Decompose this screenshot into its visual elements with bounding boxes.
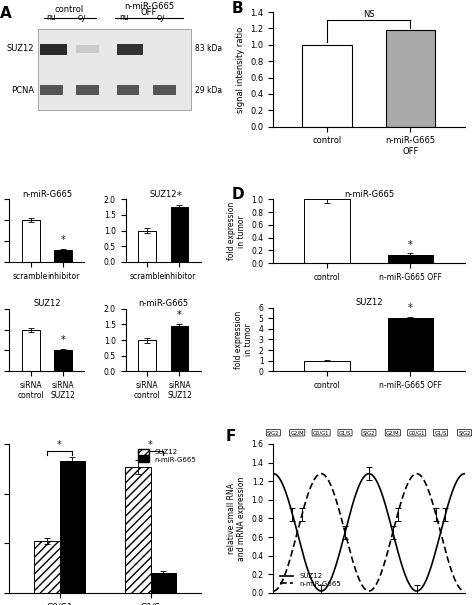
Text: *: *	[148, 440, 153, 450]
Text: D: D	[231, 188, 244, 202]
Y-axis label: fold expression
in tumor: fold expression in tumor	[234, 310, 253, 368]
Title: n-miR-G665: n-miR-G665	[344, 189, 394, 198]
Bar	[171, 326, 189, 371]
Bar	[304, 199, 350, 263]
FancyBboxPatch shape	[117, 85, 139, 94]
Bar	[34, 541, 60, 593]
Text: *: *	[177, 191, 182, 201]
Bar	[60, 461, 85, 593]
Text: nu: nu	[46, 13, 56, 22]
Text: n-miR-G665: n-miR-G665	[124, 2, 174, 11]
FancyBboxPatch shape	[76, 85, 100, 94]
Bar	[388, 255, 433, 263]
Title: SUZ12: SUZ12	[33, 299, 61, 308]
Bar	[55, 350, 72, 371]
Bar	[304, 361, 350, 371]
Bar	[302, 45, 352, 126]
Title: SUZ12: SUZ12	[355, 298, 383, 307]
Legend: SUZ12, n-miR-G665: SUZ12, n-miR-G665	[137, 447, 197, 464]
Bar	[55, 250, 72, 262]
Text: SUZ12: SUZ12	[7, 44, 34, 53]
Bar	[22, 330, 40, 371]
FancyBboxPatch shape	[117, 44, 143, 54]
Text: G2/M: G2/M	[291, 430, 304, 435]
FancyBboxPatch shape	[40, 44, 67, 54]
Text: NS: NS	[363, 10, 375, 19]
Title: n-miR-G665: n-miR-G665	[22, 189, 72, 198]
Text: nu: nu	[119, 13, 129, 22]
Text: S/G2: S/G2	[458, 430, 471, 435]
Text: G2/M: G2/M	[386, 430, 400, 435]
Legend: SUZ12, n-miR-G665: SUZ12, n-miR-G665	[277, 571, 344, 589]
Text: *: *	[177, 310, 182, 320]
Text: 29 kDa: 29 kDa	[195, 85, 222, 94]
Text: G1/S: G1/S	[434, 430, 447, 435]
FancyBboxPatch shape	[40, 85, 63, 94]
Bar	[22, 220, 40, 262]
Text: 83 kDa: 83 kDa	[195, 44, 222, 53]
Text: B: B	[231, 1, 243, 16]
Bar	[151, 573, 176, 593]
Text: *: *	[408, 302, 413, 313]
Bar	[138, 231, 156, 262]
Bar	[138, 340, 156, 371]
Text: A: A	[0, 7, 12, 21]
Bar	[125, 466, 151, 593]
Bar	[388, 318, 433, 371]
Text: *: *	[61, 235, 65, 245]
Text: F: F	[226, 429, 236, 444]
Text: S/G2: S/G2	[267, 430, 280, 435]
Text: G0/G1: G0/G1	[313, 430, 329, 435]
Bar	[171, 207, 189, 262]
Text: control: control	[54, 5, 83, 15]
Y-axis label: fold expression
in tumor: fold expression in tumor	[227, 202, 246, 260]
Text: S/G2: S/G2	[363, 430, 375, 435]
Bar	[38, 29, 191, 110]
FancyBboxPatch shape	[76, 45, 100, 53]
Title: SUZ12: SUZ12	[149, 189, 177, 198]
Text: PCNA: PCNA	[11, 85, 34, 94]
Text: OFF: OFF	[141, 8, 157, 17]
Text: cy: cy	[78, 13, 86, 22]
Y-axis label: relative small RNA
and mRNA expression: relative small RNA and mRNA expression	[227, 476, 246, 561]
Text: *: *	[57, 440, 62, 450]
Text: *: *	[408, 240, 413, 250]
Y-axis label: signal intensity ratio: signal intensity ratio	[236, 26, 245, 113]
Bar	[385, 30, 436, 126]
Title: n-miR-G665: n-miR-G665	[138, 299, 188, 308]
Text: G1/S: G1/S	[339, 430, 351, 435]
Text: cy: cy	[156, 13, 165, 22]
FancyBboxPatch shape	[153, 85, 176, 94]
Text: *: *	[61, 335, 65, 345]
Text: G0/G1: G0/G1	[409, 430, 425, 435]
